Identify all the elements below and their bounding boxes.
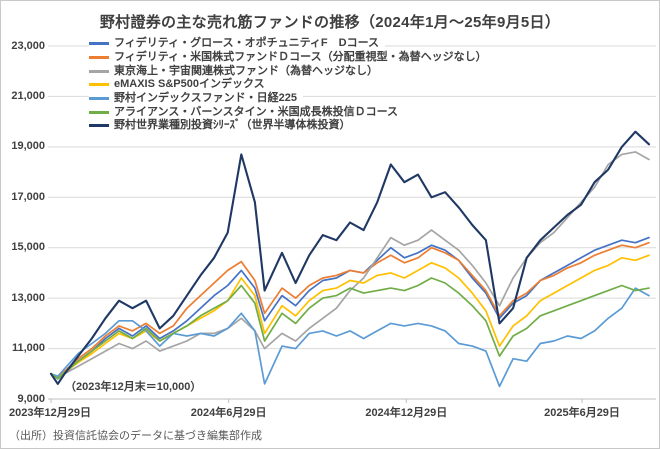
series-line-4 bbox=[50, 287, 650, 388]
x-axis-label: 2023年12月29日 bbox=[9, 407, 91, 419]
y-axis-label: 13,000 bbox=[11, 291, 45, 304]
legend-line-swatch bbox=[89, 110, 109, 114]
legend-item-label: eMAXIS S&P500インデックス bbox=[114, 78, 265, 91]
legend-item: eMAXIS S&P500インデックス bbox=[89, 78, 271, 92]
y-axis-label: 15,000 bbox=[11, 241, 45, 254]
legend-item-label: 野村世界業種別投資ｼﾘｰｽﾞ（世界半導体株投資） bbox=[114, 119, 351, 132]
y-axis-label: 19,000 bbox=[11, 140, 45, 153]
source-note: （出所）投資信託協会のデータに基づき編集部作成 bbox=[9, 430, 262, 442]
x-axis-label: 2024年12月29日 bbox=[365, 407, 448, 419]
legend-line-swatch bbox=[89, 69, 109, 73]
x-axis-label: 2025年6月29日 bbox=[544, 407, 620, 419]
y-axis-label: 11,000 bbox=[11, 342, 45, 355]
y-axis-label: 9,000 bbox=[17, 392, 45, 405]
legend-item-label: 東京海上・宇宙関連株式ファンド（為替ヘッジなし） bbox=[114, 64, 378, 77]
legend-item: アライアンス・バーンスタイン・米国成長株投信Ｄコース bbox=[89, 105, 405, 120]
legend-line-swatch bbox=[89, 42, 109, 46]
series-line-2 bbox=[50, 151, 650, 380]
y-axis-label: 17,000 bbox=[11, 190, 45, 203]
legend-line-swatch bbox=[89, 56, 109, 60]
legend-item: 東京海上・宇宙関連株式ファンド（為替ヘッジなし） bbox=[89, 64, 384, 79]
legend-item: 野村世界業種別投資ｼﾘｰｽﾞ（世界半導体株投資） bbox=[89, 119, 357, 133]
series-line-1 bbox=[50, 241, 650, 379]
legend-item-label: フィデリティ・米国株式ファンドＤコース（分配重視型・為替ヘッジなし） bbox=[114, 51, 487, 64]
chart-title: 野村證券の主な売れ筋ファンドの推移（2024年1月～25年9月5日） bbox=[99, 14, 561, 31]
y-axis-label: 21,000 bbox=[11, 89, 45, 102]
legend-line-swatch bbox=[89, 124, 109, 128]
base-value-annotation: （2023年12月末＝10,000） bbox=[65, 381, 202, 393]
series-line-0 bbox=[50, 236, 650, 380]
series-line-6 bbox=[49, 130, 651, 385]
legend-line-swatch bbox=[89, 97, 109, 101]
y-axis-label: 23,000 bbox=[11, 39, 45, 52]
legend-item: 野村インデックスファンド・日経225 bbox=[89, 91, 304, 106]
chart-legend: フィデリティ・グロース・オポチュニティF Dコース フィデリティ・米国株式ファン… bbox=[89, 37, 493, 133]
legend-item-label: アライアンス・バーンスタイン・米国成長株投信Ｄコース bbox=[114, 105, 399, 118]
series-line-5 bbox=[50, 277, 650, 380]
legend-item-label: フィデリティ・グロース・オポチュニティF Dコース bbox=[114, 37, 380, 50]
legend-item-label: 野村インデックスファンド・日経225 bbox=[114, 92, 298, 105]
legend-item: フィデリティ・グロース・オポチュニティF Dコース bbox=[89, 37, 386, 51]
series-line-3 bbox=[50, 254, 650, 379]
legend-line-swatch bbox=[89, 83, 109, 87]
legend-item: フィデリティ・米国株式ファンドＤコース（分配重視型・為替ヘッジなし） bbox=[89, 50, 493, 65]
x-axis-label: 2024年6月29日 bbox=[190, 407, 267, 419]
